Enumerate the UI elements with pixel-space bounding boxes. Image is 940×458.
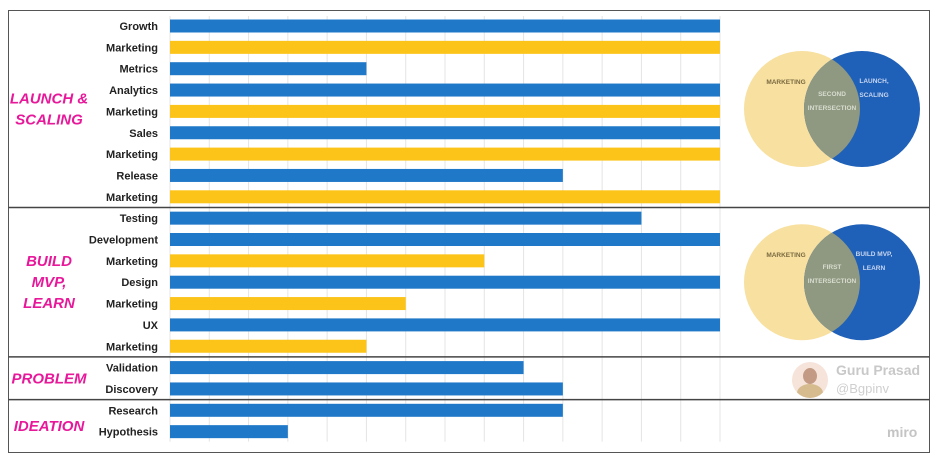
stage-dividers [8, 206, 930, 401]
bar-metrics [170, 62, 367, 76]
row-label-development: Development [89, 235, 158, 247]
row-label-ux: UX [143, 320, 159, 332]
row-label-design: Design [121, 277, 158, 289]
bar-ux [170, 318, 720, 332]
row-label-marketing: Marketing [106, 341, 158, 353]
stage-label-line: LEARN [23, 295, 76, 312]
bar-release [170, 168, 563, 182]
row-label-hypothesis: Hypothesis [99, 427, 158, 439]
row-label-growth: Growth [120, 21, 159, 33]
stage-label-line: MVP, [32, 274, 67, 291]
stage-label-line: BUILD [26, 253, 72, 270]
venn-overlap [804, 50, 860, 167]
venn-center-label: INTERSECTION [808, 105, 857, 112]
venn-right-label: LAUNCH, [859, 78, 888, 85]
venn-diagrams: MARKETING LAUNCH, SCALING SECOND INTERSECTIO… [744, 50, 920, 341]
bar-marketing [170, 190, 720, 204]
stage-label-line: IDEATION [14, 418, 86, 435]
venn-center-label: FIRST [823, 264, 842, 271]
bars [170, 19, 720, 439]
row-label-marketing: Marketing [106, 192, 158, 204]
venn-left-label: MARKETING [766, 252, 805, 259]
row-label-marketing: Marketing [106, 149, 158, 161]
venn-right-label: SCALING [859, 92, 888, 99]
bar-marketing [170, 297, 406, 311]
bar-discovery [170, 382, 563, 396]
bar-marketing [170, 254, 485, 268]
row-label-marketing: Marketing [106, 106, 158, 118]
miro-brand: miro [887, 424, 918, 440]
stage-label-line: SCALING [15, 111, 83, 128]
row-label-marketing: Marketing [106, 299, 158, 311]
bar-testing [170, 211, 642, 225]
row-label-validation: Validation [106, 363, 158, 375]
venn-diagram: MARKETING LAUNCH, SCALING SECOND INTERSECTIO… [744, 50, 920, 167]
bar-marketing [170, 40, 720, 54]
row-label-sales: Sales [129, 128, 158, 140]
bar-design [170, 275, 720, 289]
bar-hypothesis [170, 425, 288, 439]
venn-center-label: INTERSECTION [808, 278, 857, 285]
row-labels: Growth Marketing Metrics Analytics Marketing… [89, 21, 159, 439]
venn-center-label: SECOND [818, 91, 846, 98]
stage-labels: LAUNCH & SCALING BUILD MVP, LEARN PROBLEM IDEA… [10, 90, 88, 435]
bar-marketing [170, 147, 720, 161]
bar-research [170, 403, 563, 417]
avatar-body [797, 384, 823, 398]
avatar-head [803, 368, 817, 384]
row-label-marketing: Marketing [106, 42, 158, 54]
stage-label-line: LAUNCH & [10, 90, 88, 107]
row-label-testing: Testing [120, 213, 158, 225]
bar-development [170, 233, 720, 246]
bar-analytics [170, 83, 720, 97]
avatar [792, 362, 828, 398]
row-label-analytics: Analytics [109, 85, 158, 97]
venn-overlap [804, 224, 860, 341]
row-label-research: Research [108, 405, 158, 417]
row-label-discovery: Discovery [105, 384, 158, 396]
bar-sales [170, 126, 720, 140]
row-label-metrics: Metrics [119, 64, 158, 76]
venn-left-label: MARKETING [766, 79, 805, 86]
bar-marketing [170, 104, 720, 118]
watermark: Guru Prasad @Bgpinv [792, 362, 932, 402]
watermark-name: Guru Prasad [836, 362, 921, 378]
row-label-marketing: Marketing [106, 256, 158, 268]
bar-growth [170, 19, 720, 33]
bar-marketing [170, 339, 367, 353]
bar-validation [170, 361, 524, 375]
venn-right-label: LEARN [863, 265, 886, 272]
stage-label-line: PROBLEM [12, 370, 88, 387]
venn-diagram: MARKETING BUILD MVP, LEARN FIRST INTERSECTIO… [744, 224, 920, 341]
row-label-release: Release [116, 170, 158, 182]
venn-right-label: BUILD MVP, [856, 251, 893, 258]
watermark-handle: @Bgpinv [836, 381, 889, 396]
